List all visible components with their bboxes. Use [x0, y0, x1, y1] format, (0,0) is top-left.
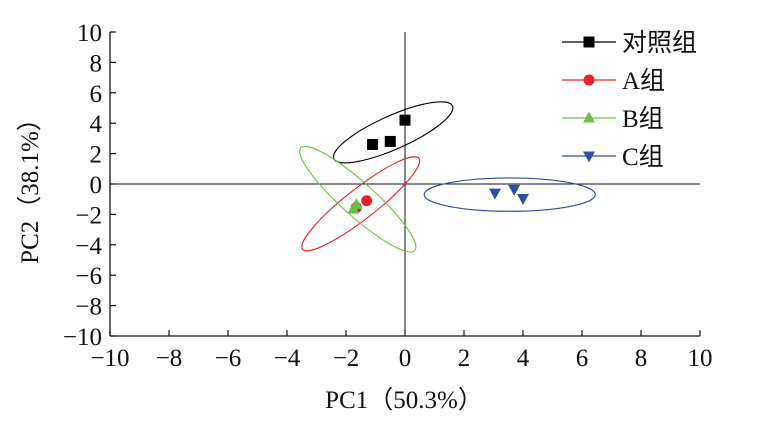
x-tick-label: 8	[635, 345, 648, 372]
legend-label-0: 对照组	[622, 29, 697, 57]
axes: −10 −8 −6 −4 −2 0 2 4 6 8 10 −10 −8 −6 −4 −2 0 2 4 6 8 10	[63, 20, 713, 372]
legend-label-3: C组	[622, 143, 664, 171]
series-3-point	[508, 184, 521, 196]
y-tick-label: 2	[90, 142, 103, 169]
legend-label-2: B组	[622, 105, 664, 133]
series-0-point	[367, 138, 379, 150]
y-tick-label: −4	[75, 233, 102, 260]
series-0-point	[384, 135, 396, 147]
legend: 对照组 A组 B组 C组	[562, 29, 697, 171]
x-axis-title: PC1（50.3%）	[325, 386, 483, 414]
y-tick-label: −2	[75, 202, 102, 229]
series-ellipse-2	[299, 145, 417, 253]
x-tick-label: 2	[458, 345, 471, 372]
y-tick-label: −6	[75, 263, 102, 290]
series-3-point	[517, 193, 529, 205]
legend-label-1: A组	[622, 67, 665, 95]
confidence-ellipses	[299, 101, 596, 253]
series-1-point	[361, 195, 373, 207]
y-tick-label: −10	[63, 324, 102, 351]
series-ellipse-1	[301, 156, 421, 252]
y-tick-label: 8	[90, 50, 103, 77]
y-tick-label: 4	[90, 111, 103, 138]
y-tick-label: 10	[77, 20, 102, 47]
series-ellipse-3	[423, 177, 596, 212]
legend-marker-2	[583, 111, 595, 123]
data-points	[347, 114, 529, 214]
y-tick-label: −8	[75, 294, 102, 321]
x-tick-label: −2	[333, 345, 360, 372]
x-tick-label: 10	[688, 345, 713, 372]
series-ellipse-0	[332, 101, 454, 164]
series-2-point	[347, 202, 360, 214]
legend-marker-1	[583, 74, 595, 86]
x-tick-label: −6	[215, 345, 242, 372]
series-3-point	[488, 188, 501, 200]
x-tick-label: 4	[517, 345, 530, 372]
x-tick-label: −10	[90, 345, 129, 372]
legend-marker-3	[583, 151, 595, 163]
series-0-point	[399, 114, 411, 126]
x-tick-label: −4	[274, 345, 301, 372]
x-tick-label: −8	[156, 345, 183, 372]
legend-marker-0	[583, 36, 595, 48]
y-axis-title: PC2（38.1%）	[16, 106, 44, 264]
y-tick-label: 0	[90, 172, 103, 199]
y-tick-label: 6	[90, 81, 103, 108]
x-tick-label: 0	[399, 345, 412, 372]
x-tick-label: 6	[576, 345, 589, 372]
